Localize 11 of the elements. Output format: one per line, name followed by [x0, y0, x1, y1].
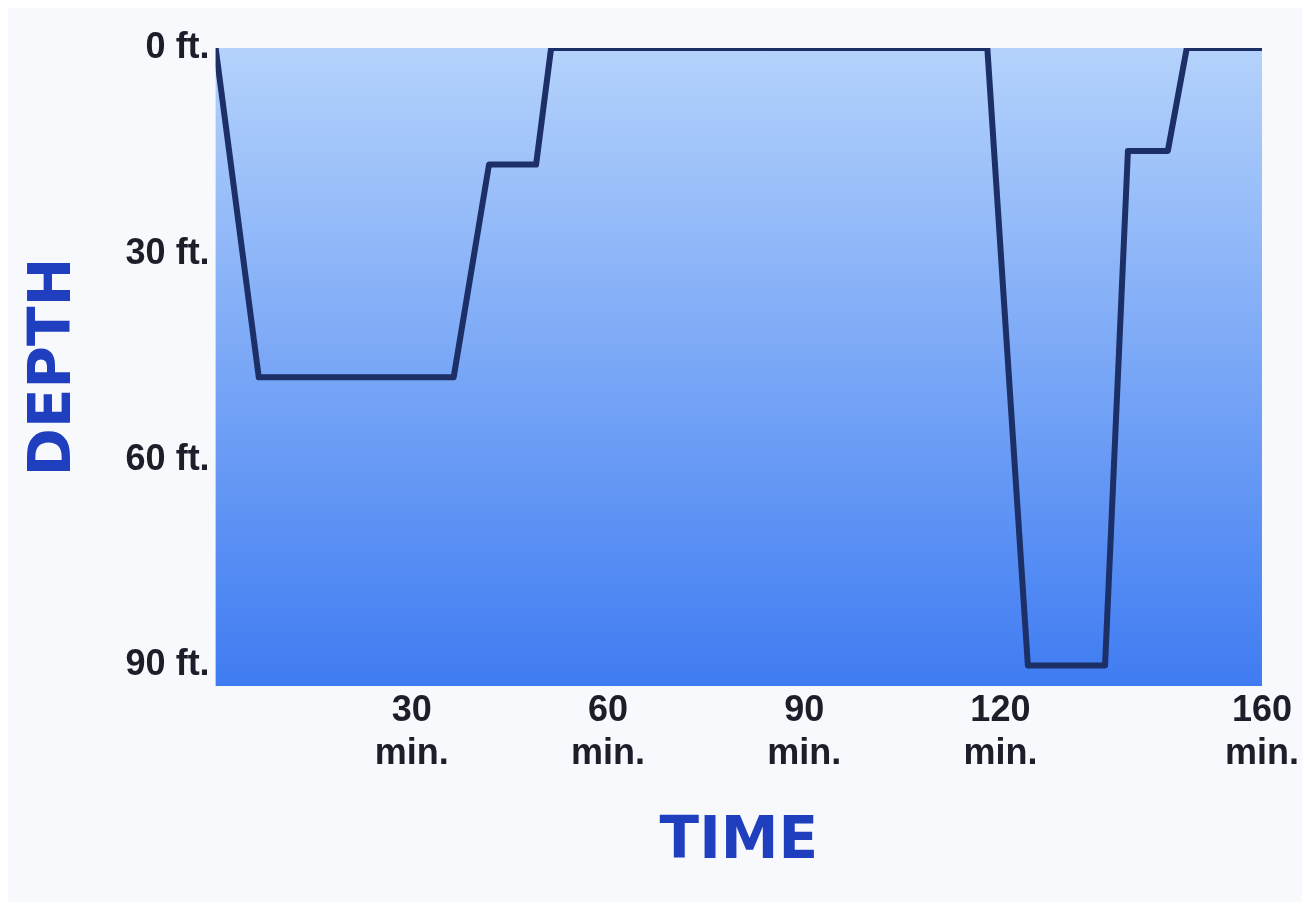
- y-tick-label: 0 ft.: [145, 24, 210, 66]
- x-tick-label: 160 min.: [1224, 687, 1300, 772]
- x-axis-title: TIME: [659, 804, 819, 873]
- y-tick-label: 90 ft.: [125, 642, 210, 684]
- x-tick-label: 30 min.: [374, 687, 449, 772]
- y-tick-label: 30 ft.: [125, 230, 210, 272]
- y-axis-title: DEPTH: [15, 257, 84, 477]
- x-tick-label: 60 min.: [571, 687, 646, 772]
- x-tick-label: 90 min.: [767, 687, 842, 772]
- y-tick-label: 60 ft.: [125, 436, 210, 478]
- x-tick-label: 120 min.: [963, 687, 1038, 772]
